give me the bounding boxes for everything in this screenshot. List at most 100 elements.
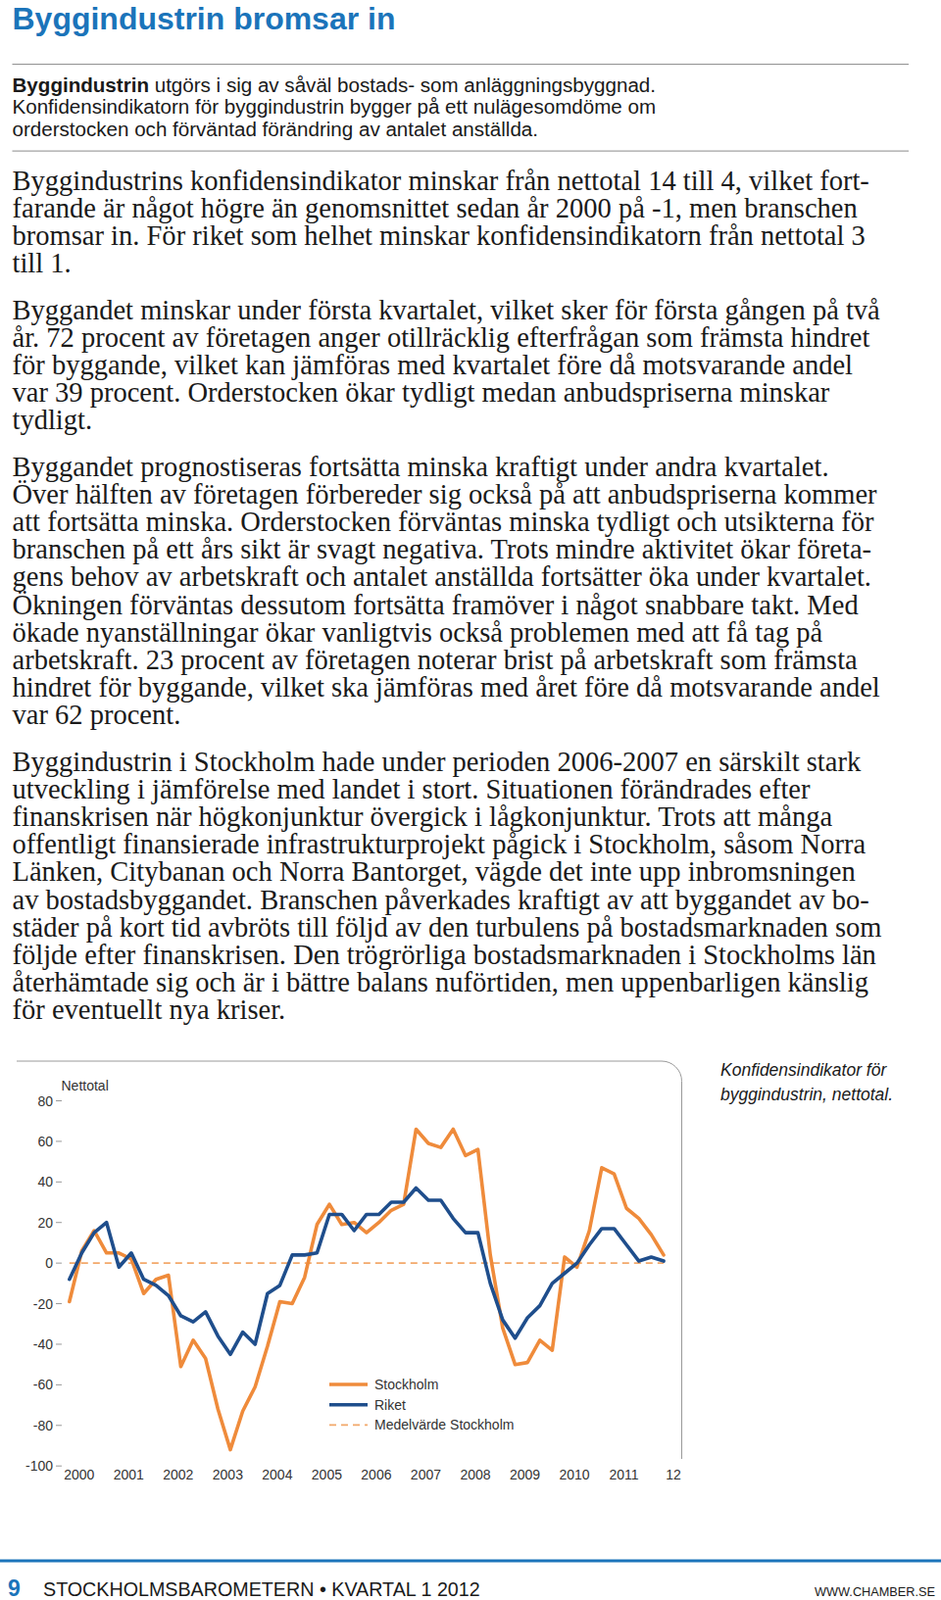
series-line: [69, 1188, 664, 1356]
y-tick-label: 60: [37, 1134, 53, 1150]
y-axis-label: Nettotal: [61, 1078, 109, 1094]
x-tick-label: 2001: [113, 1467, 145, 1484]
paragraph-line: Byggindustrin i Stockholm hade under per…: [12, 746, 862, 778]
paragraph-line: Länken, Citybanan och Norra Bantorget, v…: [12, 856, 856, 888]
y-tick-label: -80: [33, 1418, 53, 1435]
intro-text: orderstocken och förväntad förändring av…: [12, 117, 540, 141]
legend-label: Riket: [374, 1397, 406, 1414]
rule: [12, 150, 910, 152]
intro-lead: Byggindustrin: [12, 73, 149, 97]
paragraph-line: offentligt finansierade infrastrukturpro…: [12, 829, 867, 860]
intro-line: Konfidensindikatorn för byggindustrin by…: [12, 95, 657, 118]
paragraph-line: år. 72 procent av företagen anger otillr…: [12, 322, 871, 353]
legend-swatch: [329, 1425, 368, 1428]
intro-line: orderstocken och förväntad förändring av…: [12, 117, 540, 141]
y-tick: [55, 1466, 62, 1468]
y-tick: [55, 1425, 62, 1427]
legend-swatch: [329, 1403, 368, 1408]
plot-area: [69, 1129, 664, 1450]
paragraph-line: finanskrisen när högkonjunktur övergick …: [12, 801, 834, 833]
y-tick-label: 0: [45, 1255, 53, 1272]
y-tick-label: -20: [33, 1296, 53, 1313]
paragraph: Byggandet prognostiseras fortsätta minsk…: [12, 451, 881, 732]
page: {"title": "Byggindustrin bromsar in", "i…: [0, 0, 941, 1600]
footer-period: KVARTAL 1 2012: [331, 1579, 480, 1600]
rule: [12, 63, 910, 65]
y-tick: [55, 1385, 62, 1387]
y-tick-label: -60: [33, 1377, 53, 1393]
paragraph-line: bromsar in. För riket som helhet minskar…: [12, 220, 866, 251]
paragraph-line: till 1.: [12, 247, 72, 279]
paragraph-line: för eventuellt nya kriser.: [12, 994, 287, 1026]
paragraph-line: gens behov av arbetskraft och antalet an…: [12, 561, 873, 593]
paragraph: Byggindustrins konfidensindikator minska…: [12, 165, 870, 280]
y-tick-label: -40: [33, 1337, 53, 1353]
footer-rule: [0, 1560, 941, 1564]
x-tick-label: 12: [665, 1467, 682, 1484]
paragraph-line: farande är något högre än genomsnittet s…: [12, 193, 858, 224]
paragraph-line: av bostadsbyggandet. Branschen påverkade…: [12, 885, 870, 916]
legend-label: Medelvärde Stockholm: [374, 1417, 514, 1434]
x-tick-label: 2000: [63, 1467, 95, 1484]
paragraph-line: arbetskraft. 23 procent av företagen not…: [12, 644, 859, 676]
paragraph-line: tydligt.: [12, 404, 94, 436]
x-tick-label: 2005: [311, 1467, 343, 1484]
paragraph-line: utveckling i jämförelse med landet i sto…: [12, 774, 812, 805]
y-tick-label: -100: [25, 1458, 53, 1475]
paragraph-line: ökade nyanställningar ökar vanligtvis oc…: [12, 617, 824, 648]
series-line: [69, 1129, 664, 1450]
title: Byggindustrin bromsar in: [12, 0, 397, 37]
intro-text: Konfidensindikatorn för byggindustrin by…: [12, 95, 657, 118]
paragraph-line: att fortsätta minska. Orderstocken förvä…: [12, 506, 876, 538]
x-tick-label: 2010: [558, 1467, 590, 1484]
chart-caption: byggindustrin, nettotal.: [720, 1085, 893, 1105]
y-tick: [55, 1222, 62, 1224]
paragraph: Byggindustrin i Stockholm hade under per…: [12, 746, 883, 1027]
paragraph: Byggandet minskar under första kvartalet…: [12, 295, 882, 437]
legend: Stockholm Riket Medelvärde Stockholm: [329, 1377, 514, 1434]
chart-caption: Konfidensindikator för: [720, 1060, 888, 1081]
footer-title: STOCKHOLMSBAROMETERN • KVARTAL 1 2012: [43, 1579, 481, 1600]
page-number: 9: [7, 1576, 21, 1600]
x-tick-label: 2006: [360, 1467, 392, 1484]
y-tick-label: 40: [37, 1174, 53, 1190]
y-tick: [55, 1263, 62, 1265]
x-tick-label: 2009: [509, 1467, 541, 1484]
intro-text: utgörs i sig av såväl bostads- som anläg…: [148, 73, 656, 97]
paragraph-line: var 62 procent.: [12, 699, 182, 731]
x-tick-label: 2011: [608, 1467, 639, 1484]
paragraph-line: återhämtade sig och är i bättre balans n…: [12, 967, 869, 998]
x-tick-label: 2003: [212, 1467, 244, 1484]
y-tick: [55, 1140, 62, 1142]
y-tick-label: 20: [37, 1215, 53, 1232]
footer-url: WWW.CHAMBER.SE: [814, 1584, 936, 1600]
paragraph-line: var 39 procent. Orderstocken ökar tydlig…: [12, 377, 831, 408]
chart: Konfidensindikator för byggindustrin, net…: [16, 1060, 893, 1484]
paragraph-line: Över hälften av företagen förbereder sig…: [12, 479, 879, 510]
paragraph-line: städer på kort tid avbröts till följd av…: [12, 912, 883, 943]
intro-line: Byggindustrin utgörs i sig av såväl bost…: [12, 73, 657, 97]
y-tick: [55, 1182, 62, 1184]
page-svg: Byggindustrin bromsar in Byggindustrin ut…: [0, 0, 941, 1600]
x-tick-label: 2004: [261, 1467, 293, 1484]
x-tick-label: 2007: [410, 1467, 442, 1484]
paragraph-line: branschen på ett års sikt är svagt negat…: [12, 534, 873, 565]
paragraph-line: hindret för byggande, vilket ska jämföra…: [12, 672, 881, 703]
paragraph-line: Byggandet prognostiseras fortsätta minsk…: [12, 451, 830, 483]
chart-frame: [16, 1061, 683, 1460]
y-tick: [55, 1343, 62, 1345]
y-tick-label: 80: [37, 1093, 53, 1110]
paragraph-line: Ökningen förväntas dessutom fortsätta fr…: [12, 590, 859, 621]
background: [0, 0, 941, 1600]
paragraph-line: Byggindustrins konfidensindikator minska…: [12, 165, 870, 197]
y-tick: [55, 1100, 62, 1102]
footer-publication: STOCKHOLMSBAROMETERN: [43, 1579, 314, 1600]
paragraph-line: Byggandet minskar under första kvartalet…: [12, 295, 882, 326]
legend-swatch: [329, 1383, 368, 1387]
y-tick: [55, 1303, 62, 1305]
x-tick-label: 2008: [459, 1467, 491, 1484]
paragraph-line: följde efter finanskrisen. Den trögrörli…: [12, 940, 877, 971]
x-tick-label: 2002: [162, 1467, 194, 1484]
paragraph-line: för byggande, vilket kan jämföras med kv…: [12, 349, 854, 381]
legend-label: Stockholm: [374, 1377, 439, 1393]
